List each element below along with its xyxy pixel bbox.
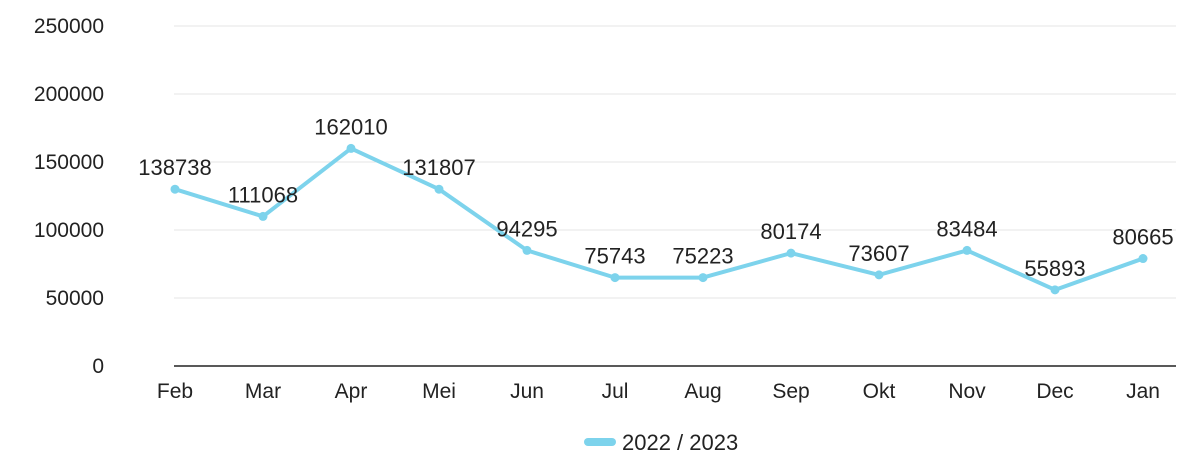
y-tick-label: 250000	[34, 15, 104, 38]
data-point	[610, 273, 620, 283]
data-label: 94295	[496, 216, 557, 241]
grid-layer	[174, 25, 1176, 299]
y-tick-label: 50000	[46, 287, 104, 310]
x-tick-label: Jun	[510, 380, 544, 403]
data-point	[962, 245, 972, 255]
data-label: 80665	[1112, 225, 1173, 250]
data-point	[346, 143, 356, 153]
data-point	[1138, 254, 1148, 264]
data-point	[1050, 285, 1060, 295]
x-tick-label: Jul	[602, 380, 629, 403]
data-label-layer: 138738 111068 162010 131807 94295 75743 75223 8…	[138, 114, 1173, 280]
x-tick-label: Sep	[772, 380, 809, 403]
legend-label: 2022 / 2023	[622, 430, 738, 455]
data-label: 162010	[314, 114, 387, 139]
axis-layer: 0 50000 100000 150000 200000 250000 Feb Mar Apr M…	[34, 15, 1176, 403]
data-label: 75743	[584, 244, 645, 269]
x-tick-label: Okt	[863, 380, 896, 403]
series-line	[173, 146, 1145, 292]
data-label: 73607	[848, 241, 909, 266]
x-tick-label: Feb	[157, 380, 193, 403]
data-point	[434, 184, 444, 194]
data-point	[170, 184, 180, 194]
data-point	[874, 270, 884, 280]
legend: 2022 / 2023	[584, 430, 738, 455]
series-layer	[170, 143, 1148, 295]
data-label: 75223	[672, 244, 733, 269]
data-point	[698, 273, 708, 283]
x-tick-label: Jan	[1126, 380, 1160, 403]
x-tick-label: Aug	[684, 380, 721, 403]
data-label: 80174	[760, 219, 821, 244]
x-tick-label: Apr	[335, 380, 368, 403]
x-tick-label: Nov	[948, 380, 986, 403]
data-point	[786, 248, 796, 258]
y-tick-label: 0	[92, 355, 104, 378]
data-point	[258, 211, 268, 221]
data-label: 111068	[228, 182, 298, 207]
data-label: 131807	[402, 155, 475, 180]
data-label: 55893	[1024, 256, 1085, 281]
y-tick-label: 200000	[34, 83, 104, 106]
x-tick-label: Mei	[422, 380, 456, 403]
y-tick-label: 150000	[34, 151, 104, 174]
data-label: 83484	[936, 216, 997, 241]
x-tick-label: Dec	[1036, 380, 1073, 403]
y-tick-label: 100000	[34, 219, 104, 242]
x-tick-label: Mar	[245, 380, 281, 403]
data-point	[522, 245, 532, 255]
data-label: 138738	[138, 155, 211, 180]
